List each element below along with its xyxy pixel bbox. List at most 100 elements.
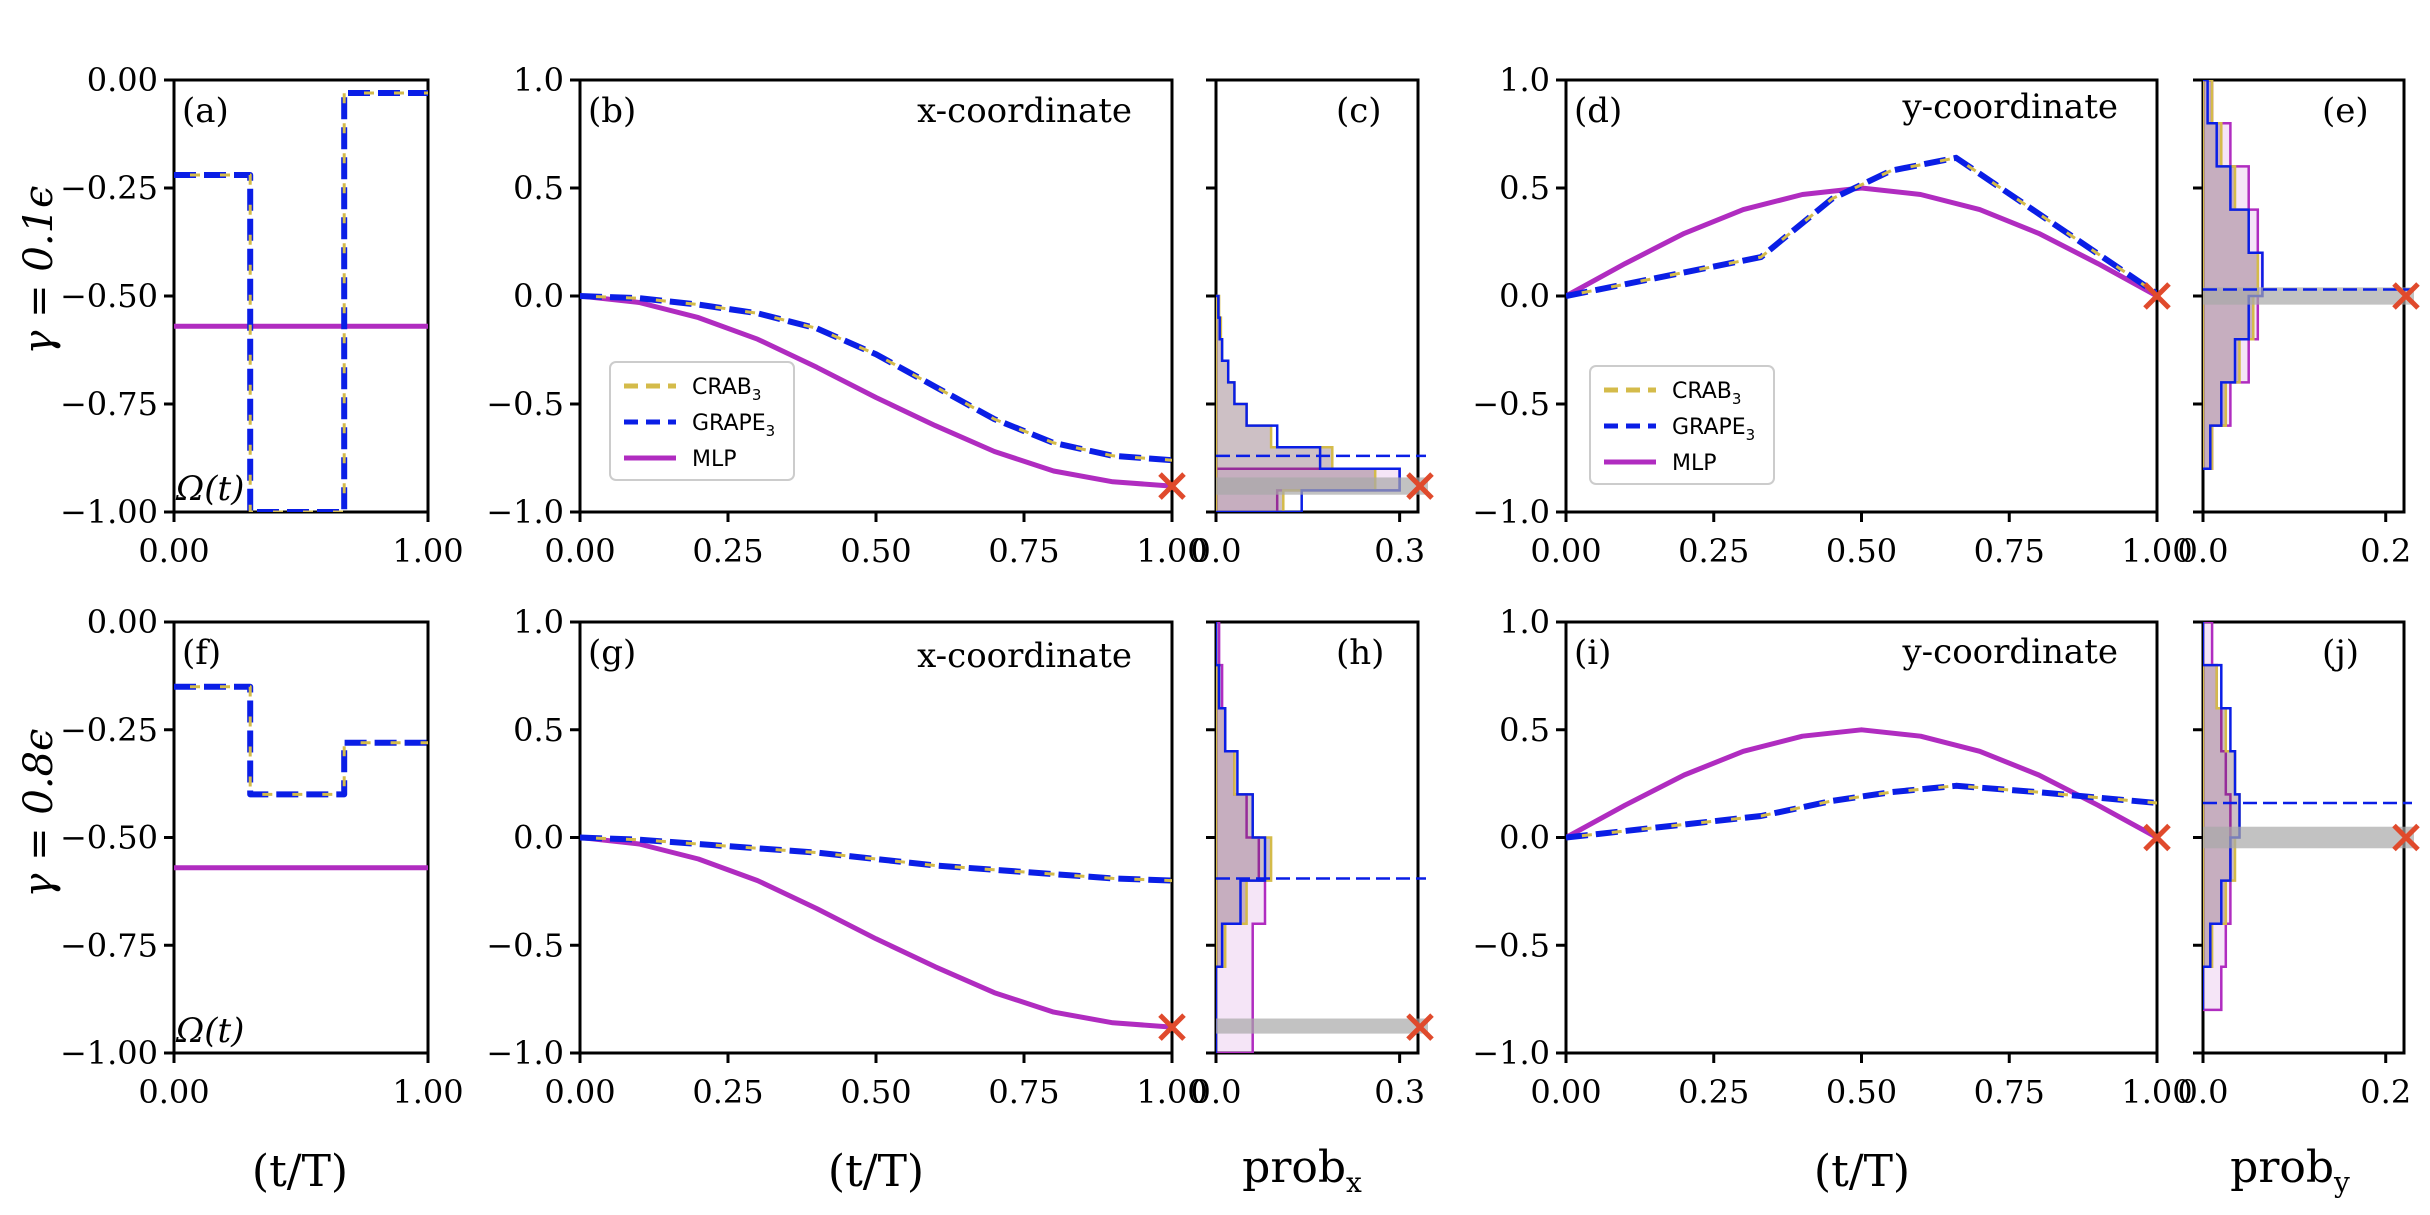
y-tick-label: 0.5 bbox=[513, 711, 564, 749]
y-tick-label: −0.75 bbox=[60, 926, 158, 964]
y-tick-label: 1.0 bbox=[1499, 61, 1550, 99]
panel-h: 0.0 0.3 (h) bbox=[1191, 620, 1434, 1111]
x-tick-label: 0.00 bbox=[1530, 532, 1601, 570]
panel-label: (g) bbox=[588, 633, 636, 673]
x-tick-label: 0.25 bbox=[692, 1073, 763, 1111]
row1-title: γ = 0.1ϵ bbox=[16, 186, 62, 355]
panel-d: 1.0 0.5 0.0 −0.5 −1.00.00 0.25 0.50 0.75 1.00 (d) bbox=[1472, 61, 2192, 570]
x-tick-label: 0.0 bbox=[2178, 532, 2229, 570]
y-tick-label: 0.5 bbox=[1499, 711, 1550, 749]
panel-a: 0.00−0.25−0.50−0.75−1.000.00 1.00(a) bbox=[60, 61, 464, 570]
y-tick-label: −0.25 bbox=[60, 169, 158, 207]
row2-title: γ = 0.8ϵ bbox=[16, 729, 62, 898]
x-tick-label: 0.00 bbox=[138, 1073, 209, 1111]
x-tick-label: 0.50 bbox=[840, 1073, 911, 1111]
target-cross bbox=[1158, 472, 1186, 500]
x-tick-label: 0.0 bbox=[1191, 1073, 1242, 1111]
series-grape bbox=[580, 293, 1172, 464]
series-grape bbox=[1566, 782, 2157, 841]
target-cross bbox=[2392, 823, 2420, 852]
x-tick-label: 0.2 bbox=[2360, 532, 2411, 570]
x-tick-label: 0.25 bbox=[692, 532, 763, 570]
panel-e: 0.0 0.2 (e) bbox=[2178, 78, 2420, 570]
panel-label: (b) bbox=[588, 91, 636, 131]
x-tick-label: 0.25 bbox=[1678, 1073, 1749, 1111]
panel-label: (e) bbox=[2322, 91, 2369, 131]
x-tick-label: 0.75 bbox=[988, 1073, 1059, 1111]
band bbox=[2203, 287, 2414, 305]
subscript: 3 bbox=[1732, 390, 1742, 408]
x-axis-title: (t/T) bbox=[252, 1146, 348, 1197]
subscript: y bbox=[2333, 1166, 2350, 1199]
axes-frame bbox=[578, 620, 1174, 1055]
x-tick-label: 1.00 bbox=[392, 1073, 463, 1111]
y-tick-label: −0.25 bbox=[60, 711, 158, 749]
x-tick-label: 0.75 bbox=[1974, 1073, 2045, 1111]
x-tick-label: 0.75 bbox=[1974, 532, 2045, 570]
series-grape bbox=[1566, 154, 2157, 299]
band bbox=[2203, 826, 2414, 849]
series-grape bbox=[174, 90, 428, 512]
x-tick-label: 1.00 bbox=[1136, 532, 1207, 570]
panel-label: (i) bbox=[1574, 633, 1611, 673]
y-tick-label: −1.0 bbox=[486, 493, 564, 531]
panel-label: (a) bbox=[182, 91, 229, 131]
series-crab bbox=[580, 836, 1172, 883]
y-tick-label: 1.0 bbox=[513, 61, 564, 99]
legend-label-grape: GRAPE3 bbox=[692, 411, 775, 440]
panel-j: 0.0 0.2 (j) bbox=[2178, 620, 2420, 1111]
y-tick-label: −1.00 bbox=[60, 493, 158, 531]
x-tick-label: 0.00 bbox=[138, 532, 209, 570]
panel-g: 1.0 0.5 0.0 −0.5 −1.00.00 0.25 0.50 0.75 1.00 (g) bbox=[486, 603, 1207, 1111]
legend-label-crab: CRAB3 bbox=[1672, 379, 1741, 408]
subscript: 3 bbox=[1746, 426, 1756, 444]
plot-area bbox=[580, 834, 1172, 1030]
hist-grape bbox=[1216, 622, 1267, 1053]
x-tick-label: 0.0 bbox=[2178, 1073, 2229, 1111]
y-tick-label: 0.0 bbox=[1499, 819, 1550, 857]
series-crab bbox=[174, 91, 428, 512]
y-tick-label: 0.5 bbox=[1499, 169, 1550, 207]
legend-label-crab: CRAB3 bbox=[692, 375, 761, 404]
y-tick-label: −1.00 bbox=[60, 1034, 158, 1072]
x-tick-label: 1.00 bbox=[2121, 1073, 2192, 1111]
hist-grape bbox=[2203, 622, 2241, 1010]
subscript: 3 bbox=[752, 386, 762, 404]
x-axis-title: (t/T) bbox=[1814, 1146, 1910, 1197]
y-tick-label: 0.0 bbox=[513, 277, 564, 315]
x-tick-label: 0.2 bbox=[2360, 1073, 2411, 1111]
target-cross bbox=[1158, 1013, 1186, 1041]
x-tick-label: 0.50 bbox=[1826, 1073, 1897, 1111]
series-crab bbox=[174, 685, 428, 796]
x-tick-label: 0.00 bbox=[1530, 1073, 1601, 1111]
x-tick-label: 1.00 bbox=[392, 532, 463, 570]
hist-grape bbox=[2203, 80, 2264, 471]
x-tick-label: 0.00 bbox=[544, 1073, 615, 1111]
y-coordinate-label: y-coordinate bbox=[1901, 632, 2118, 672]
plot-area bbox=[1566, 727, 2157, 841]
plot-area bbox=[174, 90, 428, 512]
x-tick-label: 1.00 bbox=[2121, 532, 2192, 570]
legend-label-mlp: MLP bbox=[692, 447, 737, 472]
x-tick-label: 0.50 bbox=[1826, 532, 1897, 570]
band bbox=[1216, 1018, 1428, 1034]
axes-frame bbox=[1564, 620, 2159, 1055]
y-tick-label: −0.5 bbox=[1472, 926, 1550, 964]
x-axis-title: (t/T) bbox=[828, 1146, 924, 1197]
y-tick-label: −0.5 bbox=[486, 385, 564, 423]
omega-label: Ω(t) bbox=[175, 1011, 244, 1051]
series-crab bbox=[1566, 784, 2157, 839]
legend-frame bbox=[609, 361, 795, 481]
y-tick-label: −1.0 bbox=[1472, 493, 1550, 531]
target-cross bbox=[2143, 823, 2171, 852]
legend: CRAB3 GRAPE3 MLP bbox=[1589, 365, 1775, 485]
y-tick-label: −0.50 bbox=[60, 277, 158, 315]
x-tick-label: 1.00 bbox=[1136, 1073, 1207, 1111]
band bbox=[1216, 477, 1428, 495]
x-tick-label: 0.00 bbox=[544, 532, 615, 570]
panel-label: (d) bbox=[1574, 91, 1622, 131]
panel-label: (j) bbox=[2322, 633, 2359, 673]
y-coordinate-label: y-coordinate bbox=[1901, 87, 2118, 127]
y-tick-label: −1.0 bbox=[486, 1034, 564, 1072]
series-mlp bbox=[580, 835, 1172, 1030]
